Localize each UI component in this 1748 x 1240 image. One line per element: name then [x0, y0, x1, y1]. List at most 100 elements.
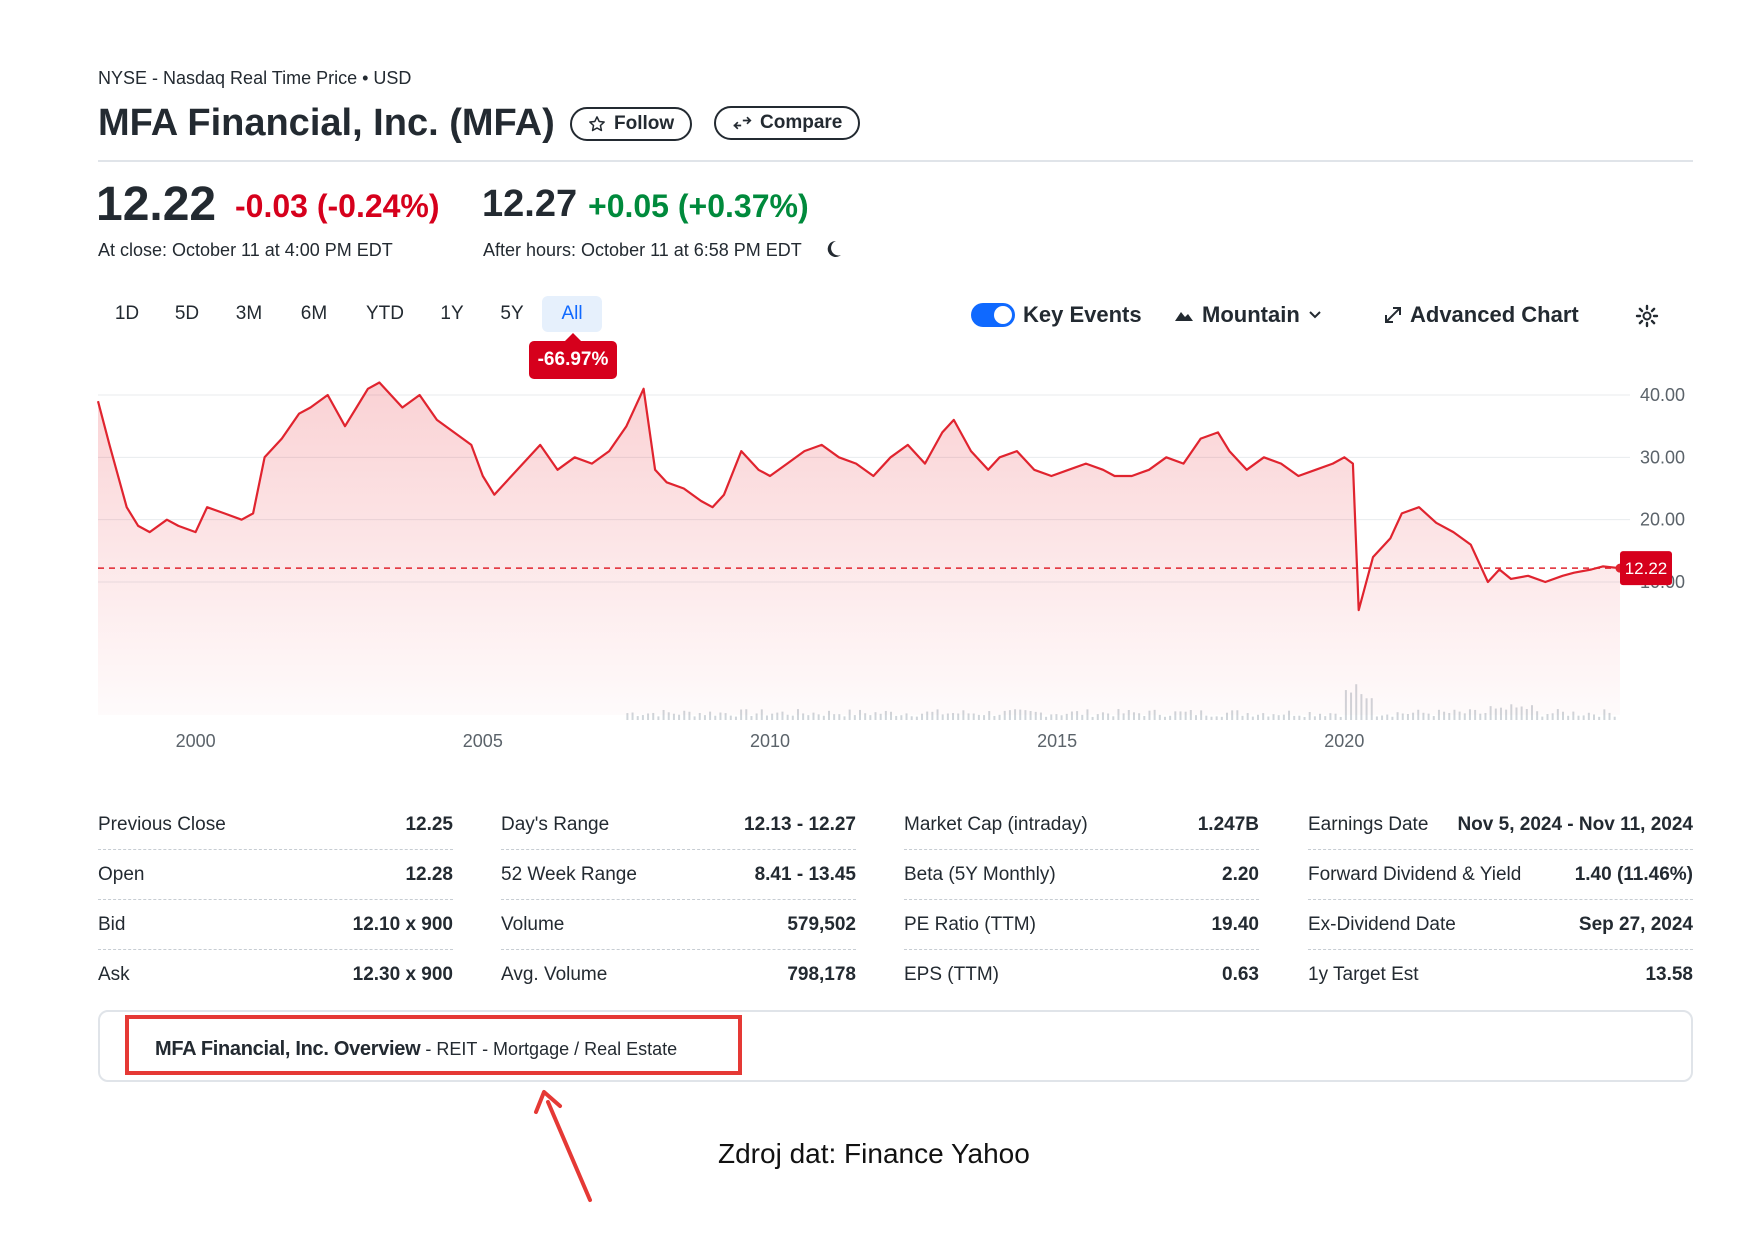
volume-bar [864, 713, 867, 720]
tab-1d[interactable]: 1D [114, 303, 140, 324]
volume-bar [1148, 710, 1151, 720]
volume-bar [1262, 713, 1265, 720]
volume-bar [1257, 714, 1260, 720]
chart-type-select[interactable]: Mountain [1174, 298, 1322, 332]
volume-bar [1608, 712, 1611, 720]
volume-bar [1034, 711, 1037, 720]
tab-5d[interactable]: 5D [174, 303, 200, 324]
volume-bar [1163, 716, 1166, 720]
volume-bar [1215, 716, 1218, 720]
stat-row: Market Cap (intraday) 1.247B [904, 800, 1259, 850]
volume-bar [946, 713, 949, 720]
advanced-chart-label: Advanced Chart [1410, 302, 1579, 327]
volume-bar [1060, 715, 1063, 720]
tab-ytd[interactable]: YTD [366, 303, 404, 324]
volume-bar [895, 715, 898, 720]
follow-button[interactable]: Follow [570, 107, 693, 141]
current-price-label: 12.22 [1625, 559, 1668, 578]
volume-bar [1463, 713, 1466, 720]
advanced-chart-button[interactable]: Advanced Chart [1384, 298, 1579, 332]
annotation-arrow-icon [534, 1090, 592, 1202]
tab-1y[interactable]: 1Y [440, 303, 464, 324]
volume-bar [1406, 713, 1409, 720]
volume-bar [1422, 712, 1425, 720]
company-overview-panel[interactable] [98, 1010, 1693, 1082]
volume-bar [771, 713, 774, 720]
x-tick-label: 2005 [463, 731, 503, 751]
volume-bar [786, 714, 789, 720]
key-events-toggle[interactable]: Key Events [971, 298, 1142, 332]
volume-bar [890, 711, 893, 720]
volume-bar [1143, 715, 1146, 720]
close-change-percent: (-0.24%) [316, 188, 440, 224]
volume-bar [1220, 716, 1223, 720]
volume-bar [1288, 710, 1291, 720]
volume-bar [729, 715, 732, 720]
volume-bar [1189, 710, 1192, 720]
tab-all[interactable]: All [542, 296, 602, 332]
volume-bar [1561, 711, 1564, 720]
volume-bar [1050, 714, 1053, 720]
stat-row: Beta (5Y Monthly) 2.20 [904, 850, 1259, 900]
volume-bar [1272, 714, 1275, 720]
stat-label: Bid [98, 913, 126, 935]
tab-6m[interactable]: 6M [300, 303, 328, 324]
volume-bar [921, 713, 924, 720]
volume-bar [843, 716, 846, 720]
volume-bar [1572, 711, 1575, 720]
volume-bar [1551, 713, 1554, 720]
gear-icon[interactable] [1635, 304, 1659, 328]
stat-row: EPS (TTM) 0.63 [904, 950, 1259, 1000]
volume-bar [719, 712, 722, 720]
y-tick-label: 30.00 [1640, 447, 1685, 467]
volume-bar [1613, 716, 1616, 720]
volume-bar [1282, 714, 1285, 720]
tab-3m[interactable]: 3M [235, 303, 263, 324]
volume-bar [776, 712, 779, 720]
tab-5y[interactable]: 5Y [500, 303, 524, 324]
toggle-switch[interactable] [971, 303, 1015, 327]
volume-bar [884, 710, 887, 720]
volume-bar [827, 710, 830, 720]
stat-value: 12.30 x 900 [352, 964, 453, 985]
stat-value: Sep 27, 2024 [1578, 913, 1693, 935]
volume-bar [1200, 710, 1203, 720]
volume-bar [1112, 716, 1115, 720]
volume-bar [1536, 711, 1539, 720]
company-overview-header[interactable]: MFA Financial, Inc. Overview - REIT - Mo… [155, 1038, 677, 1061]
volume-bar [910, 716, 913, 720]
volume-bar [802, 713, 805, 720]
y-tick-label: 40.00 [1640, 385, 1685, 405]
stat-value: 1.40 (11.46%) [1574, 863, 1693, 885]
close-time: At close: October 11 at 4:00 PM EDT [98, 240, 393, 260]
volume-bar [1184, 711, 1187, 720]
compare-button[interactable]: Compare [714, 106, 861, 140]
volume-bar [1045, 716, 1048, 720]
volume-bar [1391, 716, 1394, 720]
stat-value: 12.10 x 900 [352, 913, 453, 935]
volume-bar [1205, 715, 1208, 720]
volume-bar [1293, 715, 1296, 720]
close-price: 12.22 [96, 178, 217, 231]
volume-bar [869, 715, 872, 720]
volume-bar [1381, 715, 1384, 720]
key-events-label: Key Events [1023, 302, 1142, 327]
volume-bar [1479, 713, 1482, 720]
volume-bar [1313, 716, 1316, 720]
stat-row: Forward Dividend & Yield 1.40 (11.46%) [1308, 850, 1693, 900]
stat-value: 12.13 - 12.27 [744, 813, 856, 835]
volume-bar [1448, 713, 1451, 720]
volume-bar [915, 716, 918, 720]
stat-row: 52 Week Range 8.41 - 13.45 [501, 850, 856, 900]
stat-row: Open 12.28 [98, 850, 453, 900]
volume-bar [1251, 716, 1254, 720]
volume-bar [626, 713, 629, 720]
stat-value: 579,502 [787, 913, 856, 935]
stat-row: 1y Target Est 13.58 [1308, 950, 1693, 1000]
stat-row: Earnings Date Nov 5, 2024 - Nov 11, 2024 [1308, 800, 1693, 850]
stat-label: Previous Close [98, 813, 226, 835]
volume-bar [952, 713, 955, 720]
volume-bar [1024, 710, 1027, 720]
volume-bar [1003, 710, 1006, 720]
